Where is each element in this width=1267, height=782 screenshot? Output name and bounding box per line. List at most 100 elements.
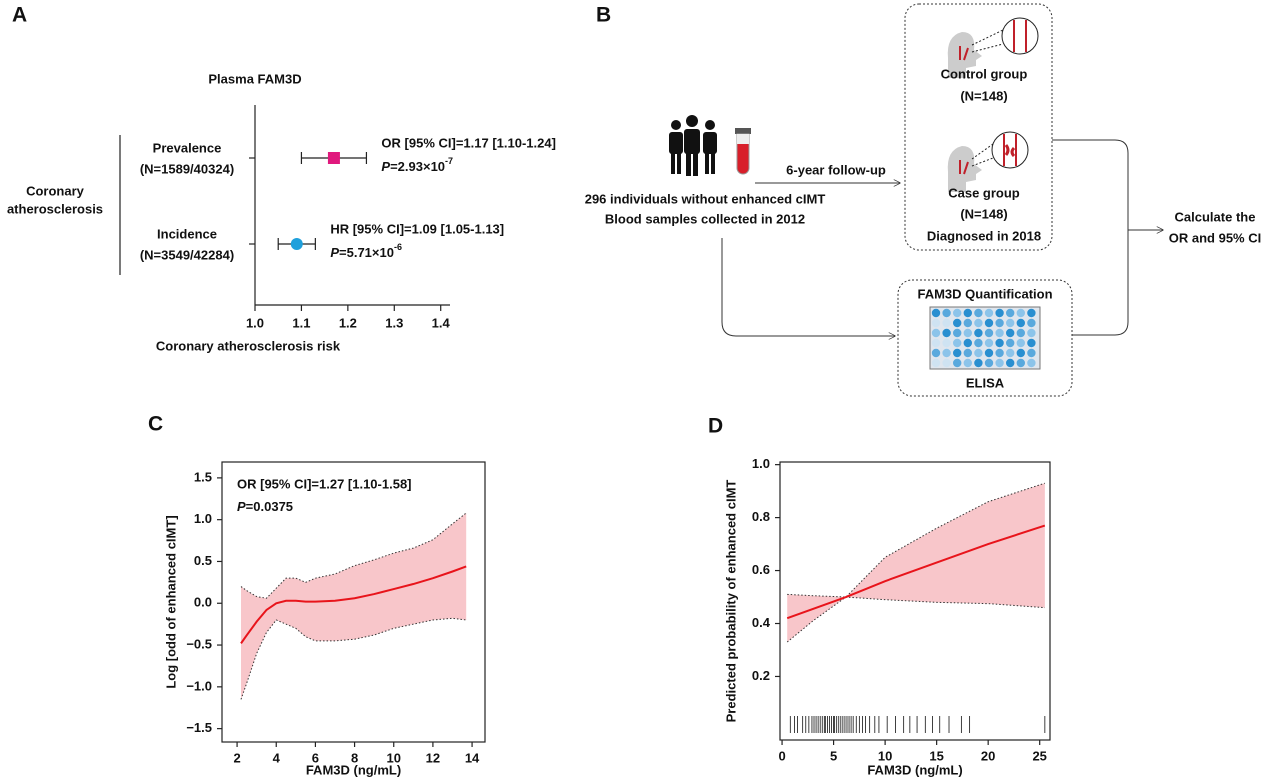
x-tick-label: 8 — [351, 750, 358, 765]
elisa-text: ELISA — [966, 375, 1005, 390]
well — [1016, 328, 1025, 338]
panel-letter: C — [148, 413, 163, 436]
x-tick-label: 10 — [387, 750, 401, 765]
quant-text: FAM3D Quantification — [917, 286, 1052, 301]
x-tick-label: 12 — [426, 750, 440, 765]
x-tick-label: 10 — [878, 748, 892, 763]
y-tick-label: 0.4 — [752, 615, 771, 630]
well — [1016, 308, 1025, 318]
well — [995, 338, 1004, 348]
x-tick-label: 1.0 — [246, 315, 264, 330]
well — [1027, 338, 1036, 348]
annotation: OR [95% CI]=1.27 [1.10-1.58] — [237, 476, 412, 491]
x-tick-label: 4 — [273, 750, 281, 765]
y-tick-label: 0.8 — [752, 509, 770, 524]
well — [974, 358, 983, 368]
well — [931, 358, 941, 368]
p-symbol: P — [330, 245, 339, 260]
control-n: (N=148) — [960, 88, 1007, 103]
well — [942, 318, 951, 328]
well — [953, 358, 962, 368]
well — [1006, 308, 1015, 318]
well — [995, 358, 1004, 368]
well — [974, 328, 983, 338]
y-axis-label: Predicted probability of enhanced cIMT — [723, 480, 738, 723]
well — [1006, 348, 1015, 358]
chart-title: Plasma FAM3D — [208, 71, 301, 86]
well — [995, 348, 1004, 358]
x-tick-label: 14 — [465, 750, 480, 765]
cohort-text: 296 individuals without enhanced cIMT — [585, 191, 826, 206]
fit-line — [786, 524, 1046, 620]
y-tick-label: 0.0 — [194, 595, 212, 610]
annotation: OR [95% CI]=1.17 [1.10-1.24] — [381, 135, 556, 150]
well — [942, 348, 951, 358]
y-tick-label: 1.5 — [194, 469, 212, 484]
well — [995, 308, 1004, 318]
well — [984, 348, 994, 358]
y-tick-label: 0.5 — [194, 553, 212, 568]
calc-text: Calculate the — [1175, 209, 1256, 224]
elisa-plate-icon — [929, 306, 1041, 370]
y-tick-label: 1.0 — [194, 511, 212, 526]
well — [953, 328, 962, 338]
well — [942, 358, 951, 368]
well — [984, 328, 994, 338]
well — [931, 308, 941, 318]
p-value: P=5.71×10-6 — [330, 242, 402, 260]
ci-band-fill — [787, 483, 1045, 643]
arrow — [721, 238, 895, 336]
diagnosed-text: Diagnosed in 2018 — [927, 228, 1041, 243]
x-axis-label: FAM3D (ng/mL) — [306, 762, 401, 777]
well — [953, 318, 962, 328]
p-exponent: -6 — [394, 242, 402, 252]
y-tick-label: 1.0 — [752, 456, 770, 471]
plot-frame — [221, 461, 486, 743]
well — [1006, 338, 1015, 348]
well — [963, 308, 972, 318]
arrow — [1052, 139, 1163, 336]
x-tick-label: 6 — [312, 750, 319, 765]
well — [963, 358, 972, 368]
samples-text: Blood samples collected in 2012 — [605, 211, 805, 226]
tube-icon — [735, 128, 751, 175]
well — [1027, 358, 1036, 368]
well — [974, 338, 983, 348]
well — [995, 318, 1004, 328]
neck-icon — [947, 131, 1029, 192]
ci-bound — [787, 482, 1046, 598]
well — [931, 338, 941, 348]
followup-text: 6-year follow-up — [786, 162, 886, 177]
p-symbol: P — [237, 499, 246, 514]
p-text: =0.0375 — [246, 499, 293, 514]
calc-text: OR and 95% CI — [1169, 230, 1261, 245]
line-chart: C 2 4 6 8 10 12 14 −1.5 −1.0 −0.5 0.0 0.5 1.0 1.5 FAM3D… — [148, 413, 486, 777]
well — [963, 328, 972, 338]
well — [974, 318, 983, 328]
well — [974, 348, 983, 358]
panel-letter: B — [596, 4, 611, 27]
ci-band-fill — [240, 512, 467, 700]
forest-plot: A Plasma FAM3D 1.0 1.1 1.2 1.3 1.4 Coronary ath… — [7, 4, 556, 354]
well — [1027, 308, 1036, 318]
well — [953, 348, 962, 358]
well — [984, 338, 994, 348]
well — [1006, 328, 1015, 338]
well — [963, 348, 972, 358]
case-label: Case group — [948, 185, 1020, 200]
well — [931, 328, 941, 338]
neck-icon — [947, 17, 1039, 78]
well — [1006, 318, 1015, 328]
p-value: P=2.93×10-7 — [381, 156, 453, 174]
y-tick-label: −0.5 — [186, 636, 212, 651]
y-tick-label: −1.5 — [186, 720, 212, 735]
well — [953, 338, 962, 348]
case-n: (N=148) — [960, 206, 1007, 221]
p-value: P=0.0375 — [237, 499, 293, 514]
x-axis-label: FAM3D (ng/mL) — [867, 762, 962, 777]
well — [963, 338, 972, 348]
row-n: (N=3549/42284) — [140, 247, 234, 262]
p-exponent: -7 — [445, 156, 453, 166]
group-label: Coronary — [26, 183, 85, 198]
